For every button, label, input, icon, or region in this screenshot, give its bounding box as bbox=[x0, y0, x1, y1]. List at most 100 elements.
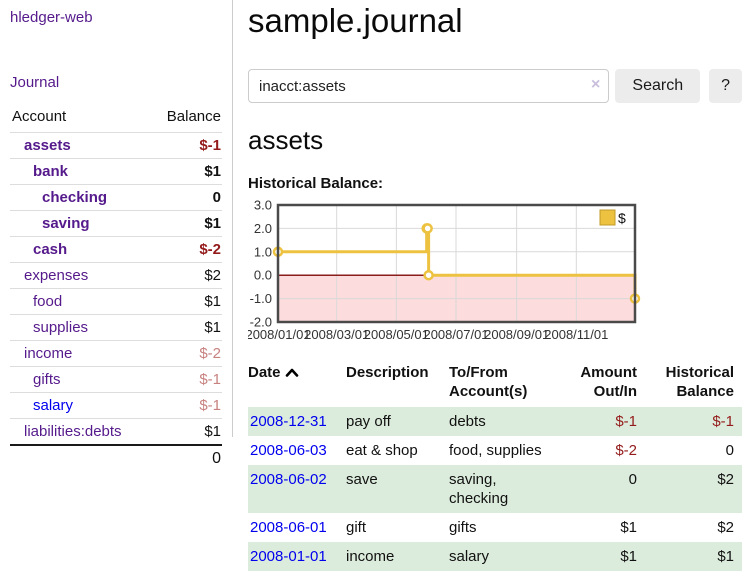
account-row: assets $-1 bbox=[10, 132, 222, 159]
transaction-balance: $2 bbox=[717, 519, 734, 536]
account-link-saving[interactable]: saving bbox=[42, 215, 90, 232]
account-row: checking 0 bbox=[10, 184, 222, 211]
account-balance: $-1 bbox=[150, 366, 222, 393]
account-row: gifts $-1 bbox=[10, 366, 222, 393]
transaction-balance: $2 bbox=[717, 471, 734, 488]
transaction-date-link: 2008-12-31 bbox=[248, 407, 346, 436]
x-tick-label: 2008/07/01 bbox=[423, 327, 488, 342]
register-table: Date Description To/From Account(s) Amount Ou… bbox=[248, 361, 742, 571]
account-link-supplies[interactable]: supplies bbox=[33, 319, 89, 336]
transaction-date-link[interactable]: 2008-06-02 bbox=[250, 471, 327, 488]
account-row: expenses $2 bbox=[10, 262, 222, 289]
accounts-balance-table: Account Balance assets $-1 bank $1 checking 0… bbox=[10, 108, 222, 471]
account-row: income $-2 bbox=[10, 340, 222, 367]
account-balance: $1 bbox=[150, 288, 222, 315]
x-tick-label: 2008/03/01 bbox=[304, 327, 369, 342]
accounts-col-header: Account bbox=[10, 108, 151, 133]
accounts-total-row: 0 bbox=[10, 444, 222, 471]
transaction-date-link: 2008-01-01 bbox=[248, 542, 346, 571]
account-link-expenses[interactable]: expenses bbox=[24, 267, 89, 284]
transaction-date-link: 2008-06-02 bbox=[248, 465, 346, 513]
legend-label: $ bbox=[618, 210, 626, 226]
account-link-food[interactable]: food bbox=[33, 293, 63, 310]
app-title-link[interactable]: hledger-web bbox=[10, 9, 93, 26]
account-link-gifts[interactable]: gifts bbox=[33, 371, 61, 388]
transaction-row: 2008-06-01 gift gifts $1 $2 bbox=[248, 513, 742, 542]
account-balance: $-1 bbox=[150, 392, 222, 419]
transaction-balance: $1 bbox=[717, 548, 734, 565]
account-row: saving $1 bbox=[10, 210, 222, 237]
x-tick-label: 2008/11/01 bbox=[544, 327, 608, 342]
transaction-amount: 0 bbox=[628, 471, 637, 488]
account-row: cash $-2 bbox=[10, 236, 222, 263]
transaction-date-link[interactable]: 2008-06-03 bbox=[250, 442, 327, 459]
transaction-row: 2008-06-02 save saving, checking 0 $2 bbox=[248, 465, 742, 513]
account-link-assets[interactable]: assets bbox=[24, 137, 71, 154]
transaction-date-link: 2008-06-01 bbox=[248, 513, 346, 542]
account-link-salary[interactable]: salary bbox=[33, 397, 74, 414]
transaction-row: 2008-01-01 income salary $1 $1 bbox=[248, 542, 742, 571]
transaction-date-link[interactable]: 2008-06-01 bbox=[250, 519, 327, 536]
help-button[interactable]: ? bbox=[709, 69, 742, 103]
transaction-description: eat & shop bbox=[346, 442, 418, 459]
transaction-accounts: saving, checking bbox=[449, 471, 509, 507]
account-row: salary $-1 bbox=[10, 392, 222, 419]
transaction-amount: $1 bbox=[620, 548, 637, 565]
search-button[interactable]: Search bbox=[615, 69, 701, 103]
transaction-accounts: food, supplies bbox=[449, 442, 542, 459]
plot-border bbox=[276, 203, 637, 324]
sort-ascending-icon bbox=[285, 368, 298, 377]
transaction-balance: $-1 bbox=[712, 413, 734, 430]
search-form: × Search ? bbox=[248, 69, 742, 103]
y-tick-label: 0.0 bbox=[254, 268, 272, 283]
account-balance: $1 bbox=[150, 418, 222, 446]
transaction-accounts: debts bbox=[449, 413, 486, 430]
account-balance: $-1 bbox=[150, 132, 222, 159]
chart-canvas: 3.0 2.0 1.0 0.0 -1.0 -2.02008/01/012008/03/01… bbox=[248, 199, 641, 342]
account-balance: $1 bbox=[150, 158, 222, 185]
transaction-date-link[interactable]: 2008-01-01 bbox=[250, 548, 327, 565]
transaction-description: income bbox=[346, 548, 395, 565]
account-balance: $-2 bbox=[150, 236, 222, 263]
transaction-amount: $-2 bbox=[615, 442, 637, 459]
data-point-marker bbox=[423, 269, 434, 281]
clear-search-icon[interactable]: × bbox=[591, 76, 601, 93]
y-tick-label: 3.0 bbox=[254, 199, 272, 213]
account-link-income[interactable]: income bbox=[24, 345, 73, 362]
search-input[interactable] bbox=[248, 69, 610, 103]
transaction-amount: $-1 bbox=[615, 413, 637, 430]
y-tick-label: -2.0 bbox=[250, 315, 272, 330]
nav-journal-link[interactable]: Journal bbox=[10, 74, 60, 91]
transaction-accounts: gifts bbox=[449, 519, 477, 536]
x-tick-label: 2008/09/01 bbox=[484, 327, 549, 342]
account-link-liabilities-debts[interactable]: liabilities:debts bbox=[24, 423, 122, 440]
transaction-date-link: 2008-06-03 bbox=[248, 436, 346, 465]
register-col-header-amount[interactable]: Amount Out/In bbox=[580, 364, 637, 400]
account-row: bank $1 bbox=[10, 158, 222, 185]
page-title: sample.journal bbox=[248, 2, 463, 39]
transaction-description: gift bbox=[346, 519, 367, 536]
account-heading: assets bbox=[248, 125, 324, 155]
account-balance: $-2 bbox=[150, 340, 222, 367]
account-link-cash[interactable]: cash bbox=[33, 241, 68, 258]
account-link-checking[interactable]: checking bbox=[42, 189, 108, 206]
account-balance: $2 bbox=[150, 262, 222, 289]
register-col-header-date[interactable]: Date bbox=[248, 361, 346, 407]
sidebar: hledger-web Journal Account Balance asse… bbox=[0, 0, 233, 471]
account-balance: $1 bbox=[150, 210, 222, 237]
y-tick-label: -1.0 bbox=[250, 291, 272, 306]
transaction-date-link[interactable]: 2008-12-31 bbox=[250, 413, 327, 430]
account-row: supplies $1 bbox=[10, 314, 222, 341]
register-col-header-historical[interactable]: Historical Balance bbox=[665, 364, 734, 400]
register-col-header-description[interactable]: Description bbox=[346, 364, 429, 381]
x-tick-label: 2008/01/01 bbox=[248, 327, 311, 342]
register-col-header-to-from[interactable]: To/From Account(s) bbox=[449, 364, 528, 400]
account-link-bank[interactable]: bank bbox=[33, 163, 69, 180]
accounts-total-value: 0 bbox=[150, 444, 222, 471]
account-balance: 0 bbox=[150, 184, 222, 211]
historical-balance-chart[interactable]: 3.0 2.0 1.0 0.0 -1.0 -2.0 2008/01/01 2008/03/01… bbox=[248, 199, 742, 345]
x-tick-label: 2008/05/01 bbox=[364, 327, 429, 342]
main-content: sample.journal × Search ? assets Histori… bbox=[248, 0, 742, 571]
y-tick-label: 1.0 bbox=[254, 244, 272, 259]
transaction-description: pay off bbox=[346, 413, 391, 430]
